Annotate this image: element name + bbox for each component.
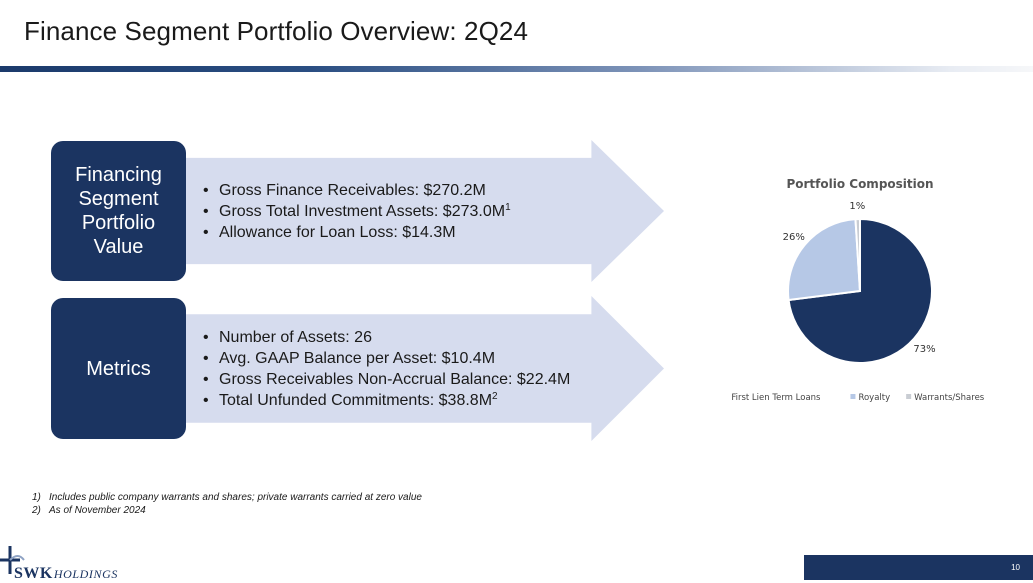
bullet-item: Gross Total Investment Assets: $273.0M1 [201,201,511,222]
bullet-item: Number of Assets: 26 [201,327,570,348]
chart-title: Portfolio Composition [786,177,933,191]
footnotes: 1) Includes public company warrants and s… [32,491,422,517]
bullet-item: Gross Finance Receivables: $270.2M [201,180,511,201]
swk-logo-mark [0,546,25,574]
metrics-label: Metrics [51,298,186,439]
portfolio-value-bullets: Gross Finance Receivables: $270.2M Gross… [201,180,511,243]
page-number-bar: 10 [804,555,1033,580]
portfolio-value-label: Financing Segment Portfolio Value [51,141,186,281]
pie-data-label: 73% [913,344,935,355]
legend-label: Royalty [858,393,890,403]
pie-data-label: 26% [783,232,805,243]
legend-swatch [850,394,856,399]
pie-chart-svg: Portfolio Composition 73% 26% 1% First Lien … [723,177,985,403]
legend-label: Warrants/Shares [914,393,985,403]
pie-slice-royalty [787,218,862,302]
metrics-bullets: Number of Assets: 26 Avg. GAAP Balance p… [201,327,570,411]
footnote: 2) As of November 2024 [32,505,146,516]
legend-label: First Lien Term Loans [731,393,821,403]
legend-swatch [906,394,912,399]
company-logo: SWKHOLDINGS [14,565,118,582]
title-divider [0,66,1033,72]
portfolio-composition-chart: Portfolio Composition 73% 26% 1% First Lien … [723,168,990,408]
page-number: 10 [1011,563,1020,572]
pie-slice-warrants-shares [854,217,861,292]
bullet-item: Total Unfunded Commitments: $38.8M2 [201,390,570,411]
bullet-item: Gross Receivables Non-Accrual Balance: $… [201,369,570,390]
bullet-item: Avg. GAAP Balance per Asset: $10.4M [201,348,570,369]
slide-title: Finance Segment Portfolio Overview: 2Q24 [24,16,529,46]
pie-data-label: 1% [849,201,865,212]
footnote: 1) Includes public company warrants and s… [32,492,422,503]
bullet-item: Allowance for Loan Loss: $14.3M [201,222,511,243]
